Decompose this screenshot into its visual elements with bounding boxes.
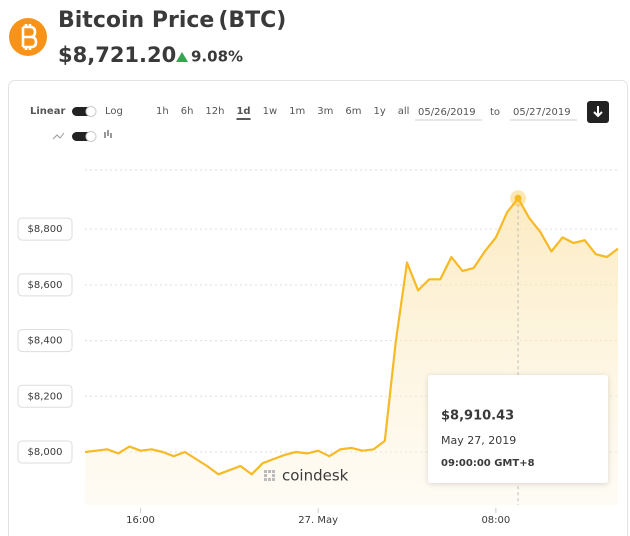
range-button[interactable]: 6h [181,106,194,117]
title-symbol: (BTC) [218,8,286,33]
range-button[interactable]: all [398,106,410,117]
tooltip-date: May 27, 2019 [441,434,516,447]
y-tick-label: $8,800 [28,224,63,235]
y-tick-label: $8,200 [28,391,63,402]
line-icon[interactable] [52,132,65,140]
toggle-knob [85,131,97,142]
scale-log[interactable]: Log [105,106,123,117]
download-icon [593,106,603,118]
watermark-dot [272,474,275,477]
watermark-dot [272,470,275,473]
hover-point [514,194,522,202]
watermark-dot [264,474,267,477]
plot: $8,000 $8,200 $8,400 $8,600 $8,800 16:00 27. M… [17,190,619,526]
range-button[interactable]: 1y [373,106,385,117]
y-tick-pill [17,217,73,241]
y-tick-pill [17,329,73,353]
bar-icon[interactable] [104,130,112,138]
watermark-dot [264,470,267,473]
x-tick-label: 08:00 [481,515,510,526]
up-arrow [176,52,188,62]
watermark-dot [268,478,271,481]
x-tick-label: 27. May [298,515,338,526]
title: Bitcoin Price (BTC) [58,8,286,33]
watermark-dot [264,478,267,481]
range-button[interactable]: 1w [263,106,278,117]
watermark: coindesk [264,467,349,485]
change: 9.08% [191,48,243,66]
y-tick-label: $8,000 [28,447,63,458]
tooltip-time: 09:00:00 GMT+8 [441,458,535,469]
y-tick-label: $8,400 [28,336,63,347]
range-button[interactable]: 1d [236,106,250,117]
tooltip-value: $8,910.43 [441,409,514,424]
watermark-text: coindesk [282,467,349,485]
y-tick-pill [17,273,73,297]
date-sep: to [490,107,500,118]
range-button[interactable]: 1m [289,106,305,117]
bitcoin-glyph [21,24,38,50]
price: $8,721.20 [58,43,176,67]
y-tick-pill [17,384,73,408]
date-from[interactable]: 05/26/2019 [418,107,476,118]
price-line [84,197,619,476]
watermark-dot [272,478,275,481]
toggle-knob [85,106,97,117]
scale-linear[interactable]: Linear [30,106,65,117]
y-tick-label: $8,600 [28,280,63,291]
range-button[interactable]: 3m [317,106,333,117]
title-name: Bitcoin Price [58,8,214,33]
range-button[interactable]: 1h [156,106,169,117]
date-to[interactable]: 05/27/2019 [513,107,571,118]
watermark-dot [268,470,271,473]
y-tick-pill [17,440,73,464]
range-button[interactable]: 6m [345,106,361,117]
range-button[interactable]: 12h [205,106,224,117]
x-tick-label: 16:00 [126,515,155,526]
tooltip-box [428,375,608,483]
range-buttons: 1h 6h 12h 1d 1w 1m 3m 6m 1y all [156,106,410,120]
